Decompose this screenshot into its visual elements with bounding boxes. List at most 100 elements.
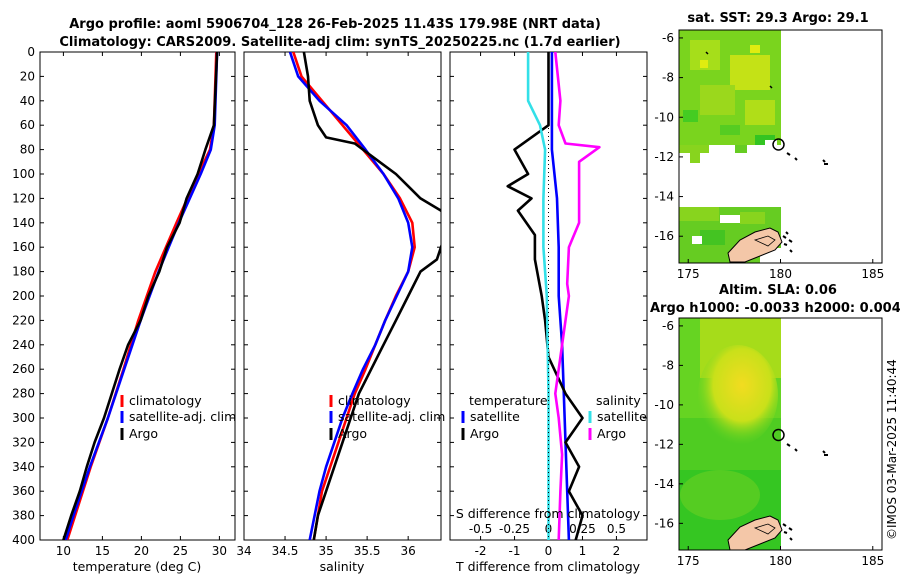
map-y-tick-label: -8 bbox=[662, 71, 674, 85]
temperature-xlabel: temperature (deg C) bbox=[73, 559, 202, 574]
y-tick-label: 400 bbox=[12, 533, 35, 547]
figure-title-line2: Climatology: CARS2009. Satellite-adj cli… bbox=[59, 35, 620, 50]
imos-credit: ©IMOS 03-Mar-2025 11:40:44 bbox=[885, 359, 899, 540]
x-tick-label: 30 bbox=[212, 544, 227, 558]
temperature-legend: climatology satellite-adj. clim Argo bbox=[120, 393, 236, 441]
x-tick-label: 35 bbox=[318, 544, 333, 558]
x-tick-label: 25 bbox=[173, 544, 188, 558]
y-tick-label: 300 bbox=[12, 411, 35, 425]
legend-title-salinity: salinity bbox=[596, 393, 641, 408]
legend-label-argo: Argo bbox=[129, 426, 158, 441]
x-tick-label: 0 bbox=[545, 544, 553, 558]
y-tick-label: 340 bbox=[12, 460, 35, 474]
legend-title-temperature: temperature bbox=[469, 393, 548, 408]
sst-map bbox=[678, 29, 883, 264]
y-tick-label: 180 bbox=[12, 265, 35, 279]
series-argo bbox=[302, 52, 441, 540]
argo-location-marker bbox=[772, 428, 785, 442]
map-x-tick-label: 185 bbox=[861, 267, 884, 281]
y-tick-label: 140 bbox=[12, 216, 35, 230]
legend-label-satellite: satellite-adj. clim bbox=[129, 409, 236, 424]
y-tick-label: 60 bbox=[20, 118, 35, 132]
sla-map-title: Altim. SLA: 0.06 bbox=[719, 283, 837, 298]
map-y-tick-label: -12 bbox=[654, 437, 674, 451]
salinity-xlabel: salinity bbox=[320, 559, 365, 574]
map-y-tick-label: -10 bbox=[654, 110, 674, 124]
map-y-tick-label: -6 bbox=[662, 31, 674, 45]
y-tick-label: 320 bbox=[12, 435, 35, 449]
map-y-tick-label: -10 bbox=[654, 398, 674, 412]
series-temperature-argo bbox=[506, 52, 584, 540]
difference-legend: temperature satellite Argo salinity sate… bbox=[461, 393, 647, 441]
legend-label-climatology: climatology bbox=[338, 393, 411, 408]
map-y-tick-label: -16 bbox=[654, 516, 674, 530]
legend-label-sal-argo: Argo bbox=[597, 426, 626, 441]
x-tick-label: 1 bbox=[579, 544, 587, 558]
y-tick-label: 200 bbox=[12, 289, 35, 303]
legend-label-temp-satellite: satellite bbox=[470, 409, 520, 424]
y-tick-label: 0 bbox=[27, 45, 35, 59]
map-x-tick-label: 185 bbox=[861, 554, 884, 568]
sst-map-ticks: 175 180 185 -6 -8 -10 -12 -14 -16 bbox=[654, 31, 884, 281]
map-y-tick-label: -14 bbox=[654, 190, 674, 204]
argo-location-marker bbox=[772, 138, 785, 151]
series-argo bbox=[62, 52, 219, 540]
profile-lines bbox=[62, 52, 601, 540]
map-y-tick-label: -14 bbox=[654, 477, 674, 491]
legend-label-climatology: climatology bbox=[129, 393, 202, 408]
x-tick-label: 20 bbox=[134, 544, 149, 558]
y-tick-label: 160 bbox=[12, 240, 35, 254]
s-x-tick-label: 0.25 bbox=[569, 522, 596, 536]
x-tick-label: 15 bbox=[95, 544, 110, 558]
legend-label-argo: Argo bbox=[338, 426, 367, 441]
map-x-tick-label: 175 bbox=[677, 267, 700, 281]
map-y-tick-label: -8 bbox=[662, 358, 674, 372]
x-tick-label: 2 bbox=[613, 544, 621, 558]
figure-title-line1: Argo profile: aoml 5906704_128 26-Feb-20… bbox=[69, 17, 601, 32]
map-y-tick-label: -16 bbox=[654, 229, 674, 243]
map-y-tick-label: -12 bbox=[654, 150, 674, 164]
y-tick-label: 380 bbox=[12, 509, 35, 523]
y-tick-label: 360 bbox=[12, 484, 35, 498]
series-satellite-adj-clim bbox=[288, 52, 414, 540]
x-tick-label: 34 bbox=[236, 544, 251, 558]
legend-label-satellite: satellite-adj. clim bbox=[338, 409, 445, 424]
s-x-tick-label: -0.25 bbox=[499, 522, 530, 536]
map-x-tick-label: 180 bbox=[769, 554, 792, 568]
sla-map bbox=[678, 317, 883, 551]
y-tick-label: 240 bbox=[12, 338, 35, 352]
x-tick-label: -1 bbox=[509, 544, 521, 558]
temperature-axes bbox=[39, 51, 236, 541]
x-tick-label: 36 bbox=[401, 544, 416, 558]
y-tick-label: 100 bbox=[12, 167, 35, 181]
y-tick-label: 280 bbox=[12, 387, 35, 401]
series-salinity-argo bbox=[553, 52, 601, 540]
series-salinity-satellite bbox=[526, 52, 550, 540]
s-x-tick-label: -0.5 bbox=[469, 522, 492, 536]
s-x-tick-label: 0.5 bbox=[607, 522, 626, 536]
sst-map-title: sat. SST: 29.3 Argo: 29.1 bbox=[687, 11, 868, 26]
y-tick-label: 220 bbox=[12, 313, 35, 327]
x-tick-label: -2 bbox=[475, 544, 487, 558]
salinity-legend: climatology satellite-adj. clim Argo bbox=[329, 393, 445, 441]
legend-label-sal-satellite: satellite bbox=[597, 409, 647, 424]
axis-ticks: 0204060801001201401601802002202402602803… bbox=[12, 45, 647, 558]
x-tick-label: 10 bbox=[56, 544, 71, 558]
map-x-tick-label: 175 bbox=[677, 554, 700, 568]
legend-label-temp-argo: Argo bbox=[470, 426, 499, 441]
series-temperature-satellite bbox=[550, 52, 571, 540]
sla-map-subtitle: Argo h1000: -0.0033 h2000: 0.004 bbox=[650, 301, 900, 316]
x-tick-label: 35.5 bbox=[354, 544, 381, 558]
map-x-tick-label: 180 bbox=[769, 267, 792, 281]
difference-xlabel: T difference from climatology bbox=[455, 559, 641, 574]
s-difference-xlabel: S difference from climatology bbox=[456, 506, 641, 521]
sla-map-ticks: 175 180 185 -6 -8 -10 -12 -14 -16 bbox=[654, 319, 884, 568]
y-tick-label: 120 bbox=[12, 191, 35, 205]
y-tick-label: 40 bbox=[20, 94, 35, 108]
y-tick-label: 80 bbox=[20, 143, 35, 157]
x-tick-label: 34.5 bbox=[272, 544, 299, 558]
y-tick-label: 20 bbox=[20, 69, 35, 83]
map-y-tick-label: -6 bbox=[662, 319, 674, 333]
y-tick-label: 260 bbox=[12, 362, 35, 376]
